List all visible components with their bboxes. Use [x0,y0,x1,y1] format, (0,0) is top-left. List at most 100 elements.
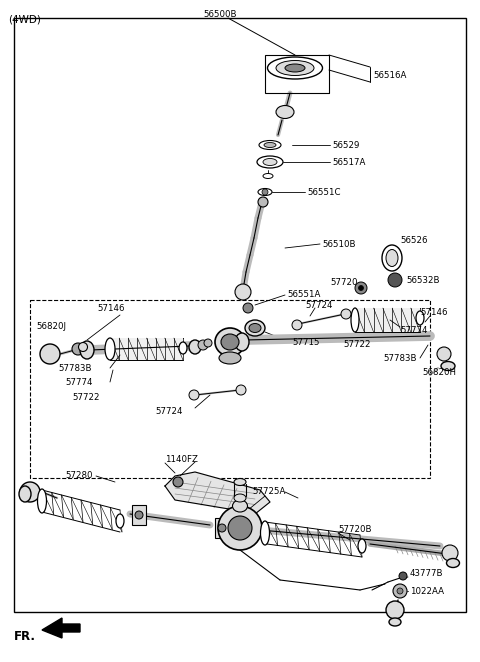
Text: 56517A: 56517A [332,158,365,167]
Text: 57774: 57774 [400,326,428,334]
Circle shape [397,588,403,594]
Bar [265,55,329,93]
Bar [132,505,146,525]
Circle shape [173,477,183,487]
Circle shape [189,390,199,400]
Text: 56551A: 56551A [287,289,320,299]
Ellipse shape [267,57,323,79]
Ellipse shape [235,333,249,351]
Text: 57724: 57724 [305,301,333,310]
Circle shape [262,189,268,195]
Circle shape [218,506,262,550]
Ellipse shape [261,521,269,545]
Ellipse shape [389,618,401,626]
Text: 57774: 57774 [65,377,93,387]
Circle shape [243,303,253,313]
Text: 57720B: 57720B [338,526,372,534]
Bar [355,308,420,332]
Text: FR.: FR. [14,630,36,643]
Ellipse shape [259,140,281,150]
Text: 57722: 57722 [343,340,371,348]
Circle shape [386,601,404,619]
Ellipse shape [382,245,402,271]
Text: 57280: 57280 [65,471,93,481]
Ellipse shape [215,328,245,356]
Ellipse shape [258,189,272,195]
Bar [14,18,466,612]
Ellipse shape [386,250,398,267]
Polygon shape [42,618,80,638]
Ellipse shape [276,60,314,75]
Circle shape [235,284,251,300]
Ellipse shape [19,486,31,502]
Ellipse shape [245,320,265,336]
Ellipse shape [263,173,273,179]
Circle shape [218,524,226,532]
Text: 57146: 57146 [97,303,124,312]
Ellipse shape [263,158,277,166]
Text: 57720: 57720 [330,277,358,287]
Ellipse shape [416,311,424,325]
Ellipse shape [257,156,283,168]
Text: 56526: 56526 [400,236,428,244]
Circle shape [40,344,60,364]
Circle shape [72,343,84,355]
Text: 1140FZ: 1140FZ [165,455,198,465]
Text: 43777B: 43777B [410,569,444,579]
Ellipse shape [446,559,459,567]
Ellipse shape [116,514,124,528]
Ellipse shape [105,338,115,360]
Circle shape [393,584,407,598]
Ellipse shape [179,342,187,354]
Circle shape [198,340,208,350]
Circle shape [204,339,212,347]
Ellipse shape [276,105,294,118]
Polygon shape [165,472,270,514]
Text: (4WD): (4WD) [8,14,41,24]
Ellipse shape [79,342,87,352]
Text: 57724: 57724 [155,408,182,416]
Text: 56820J: 56820J [36,322,66,330]
Circle shape [292,320,302,330]
Circle shape [236,385,246,395]
Ellipse shape [358,539,366,553]
Text: 56510B: 56510B [322,240,356,248]
Text: 57715: 57715 [292,338,320,346]
Ellipse shape [249,324,261,332]
Text: 56529: 56529 [332,140,360,150]
Circle shape [359,285,363,291]
Bar [110,338,183,360]
Text: 56551C: 56551C [307,187,340,197]
Ellipse shape [264,142,276,148]
Bar [30,300,430,478]
Text: 57725A: 57725A [252,487,286,496]
Bar [215,518,229,538]
Ellipse shape [441,361,455,371]
Ellipse shape [258,197,268,207]
Circle shape [135,511,143,519]
Ellipse shape [232,500,248,512]
Circle shape [341,309,351,319]
Circle shape [437,347,451,361]
Circle shape [228,516,252,540]
Text: 57783B: 57783B [58,363,92,373]
Circle shape [20,482,40,502]
Circle shape [355,282,367,294]
Text: 57146: 57146 [420,308,447,316]
Text: 57722: 57722 [72,393,99,402]
Ellipse shape [234,479,246,485]
Ellipse shape [37,489,47,513]
Ellipse shape [285,64,305,72]
Circle shape [399,572,407,580]
Ellipse shape [351,308,359,332]
Ellipse shape [80,341,94,359]
Text: 1022AA: 1022AA [410,587,444,596]
Text: 56820H: 56820H [422,367,456,377]
Ellipse shape [234,494,246,502]
Ellipse shape [221,334,239,350]
Text: 57783B: 57783B [383,354,417,363]
Ellipse shape [219,352,241,364]
Ellipse shape [189,340,201,354]
Circle shape [442,545,458,561]
Text: 56516A: 56516A [373,70,407,79]
